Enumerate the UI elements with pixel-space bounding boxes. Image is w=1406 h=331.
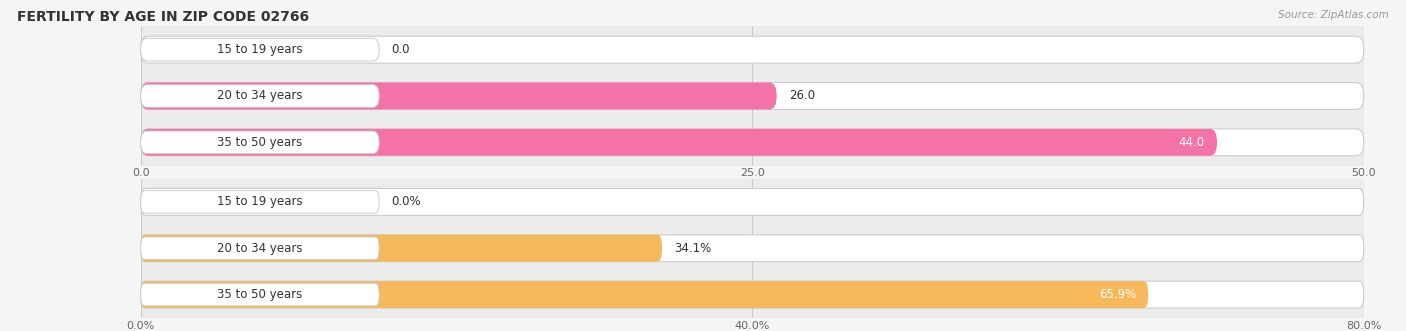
FancyBboxPatch shape — [141, 82, 776, 110]
Text: 65.9%: 65.9% — [1098, 288, 1136, 301]
FancyBboxPatch shape — [141, 82, 1364, 110]
Text: 35 to 50 years: 35 to 50 years — [218, 136, 302, 149]
FancyBboxPatch shape — [141, 235, 662, 262]
Text: 15 to 19 years: 15 to 19 years — [217, 195, 302, 209]
Text: FERTILITY BY AGE IN ZIP CODE 02766: FERTILITY BY AGE IN ZIP CODE 02766 — [17, 10, 309, 24]
FancyBboxPatch shape — [141, 38, 380, 61]
Text: Source: ZipAtlas.com: Source: ZipAtlas.com — [1278, 10, 1389, 20]
FancyBboxPatch shape — [141, 283, 380, 306]
FancyBboxPatch shape — [141, 131, 380, 154]
Text: 20 to 34 years: 20 to 34 years — [217, 89, 302, 103]
FancyBboxPatch shape — [141, 237, 380, 260]
FancyBboxPatch shape — [141, 129, 1218, 156]
Text: 26.0: 26.0 — [789, 89, 815, 103]
Text: 35 to 50 years: 35 to 50 years — [218, 288, 302, 301]
Text: 0.0%: 0.0% — [391, 195, 420, 209]
FancyBboxPatch shape — [141, 85, 380, 107]
FancyBboxPatch shape — [141, 36, 1364, 63]
Text: 0.0: 0.0 — [391, 43, 411, 56]
FancyBboxPatch shape — [141, 129, 1364, 156]
Text: 15 to 19 years: 15 to 19 years — [217, 43, 302, 56]
FancyBboxPatch shape — [141, 281, 1149, 308]
Text: 44.0: 44.0 — [1178, 136, 1205, 149]
Text: 34.1%: 34.1% — [675, 242, 711, 255]
Text: 20 to 34 years: 20 to 34 years — [217, 242, 302, 255]
FancyBboxPatch shape — [141, 191, 380, 213]
FancyBboxPatch shape — [141, 281, 1364, 308]
FancyBboxPatch shape — [141, 188, 1364, 215]
FancyBboxPatch shape — [141, 235, 1364, 262]
